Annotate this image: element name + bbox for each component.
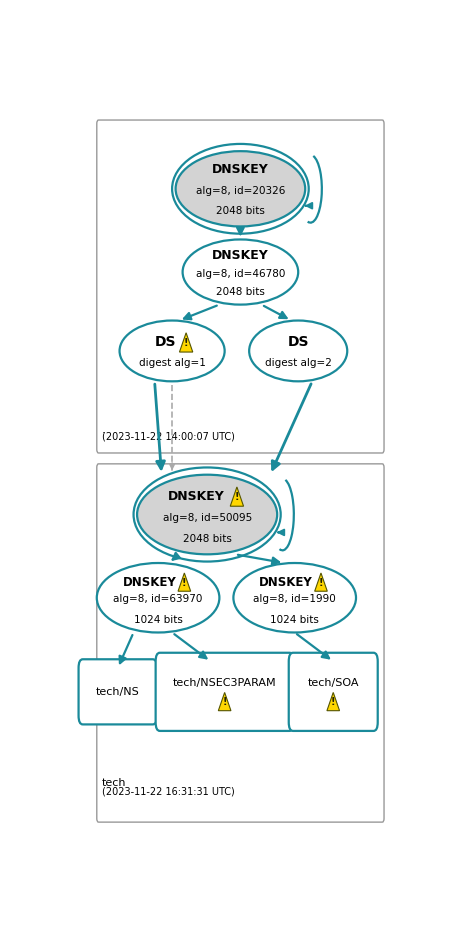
Text: .: . (102, 425, 106, 434)
Text: tech/NSEC3PARAM: tech/NSEC3PARAM (172, 678, 276, 688)
Text: alg=8, id=50095: alg=8, id=50095 (162, 512, 251, 523)
Text: 1024 bits: 1024 bits (270, 616, 318, 625)
Text: alg=8, id=1990: alg=8, id=1990 (253, 594, 336, 604)
Text: DNSKEY: DNSKEY (212, 164, 268, 177)
Text: DS: DS (154, 336, 175, 350)
Text: alg=8, id=20326: alg=8, id=20326 (195, 186, 285, 196)
Text: (2023-11-22 16:31:31 UTC): (2023-11-22 16:31:31 UTC) (102, 787, 234, 796)
Polygon shape (178, 573, 190, 591)
Text: !: ! (318, 578, 322, 588)
Polygon shape (326, 693, 339, 711)
Ellipse shape (120, 321, 224, 382)
FancyBboxPatch shape (97, 120, 383, 453)
Text: DS: DS (287, 336, 308, 350)
Text: !: ! (184, 338, 188, 348)
FancyBboxPatch shape (78, 659, 156, 725)
Text: digest alg=2: digest alg=2 (264, 358, 331, 368)
Ellipse shape (175, 151, 304, 227)
Ellipse shape (97, 563, 219, 633)
Text: DNSKEY: DNSKEY (258, 575, 312, 588)
Polygon shape (179, 333, 192, 352)
Text: DNSKEY: DNSKEY (168, 490, 225, 503)
Text: alg=8, id=63970: alg=8, id=63970 (113, 594, 202, 604)
Text: tech/SOA: tech/SOA (307, 678, 358, 688)
FancyBboxPatch shape (97, 463, 383, 822)
Ellipse shape (249, 321, 346, 382)
Text: DNSKEY: DNSKEY (212, 249, 268, 262)
Text: !: ! (222, 697, 226, 707)
Text: !: ! (330, 697, 335, 707)
Text: 2048 bits: 2048 bits (216, 207, 264, 216)
Text: alg=8, id=46780: alg=8, id=46780 (195, 269, 285, 278)
Polygon shape (230, 487, 243, 507)
Polygon shape (314, 573, 327, 591)
Text: 2048 bits: 2048 bits (182, 534, 231, 544)
Text: tech/NS: tech/NS (96, 687, 139, 697)
Ellipse shape (233, 563, 355, 633)
Polygon shape (218, 693, 230, 711)
Text: 2048 bits: 2048 bits (216, 288, 264, 297)
Text: tech: tech (102, 778, 126, 788)
Text: !: ! (234, 493, 239, 502)
FancyBboxPatch shape (155, 652, 293, 731)
Ellipse shape (137, 475, 276, 555)
Ellipse shape (182, 240, 298, 305)
Text: (2023-11-22 14:00:07 UTC): (2023-11-22 14:00:07 UTC) (102, 432, 235, 442)
Text: DNSKEY: DNSKEY (122, 575, 176, 588)
Text: digest alg=1: digest alg=1 (138, 358, 205, 368)
Text: !: ! (182, 578, 186, 588)
FancyBboxPatch shape (288, 652, 377, 731)
Text: 1024 bits: 1024 bits (133, 616, 182, 625)
